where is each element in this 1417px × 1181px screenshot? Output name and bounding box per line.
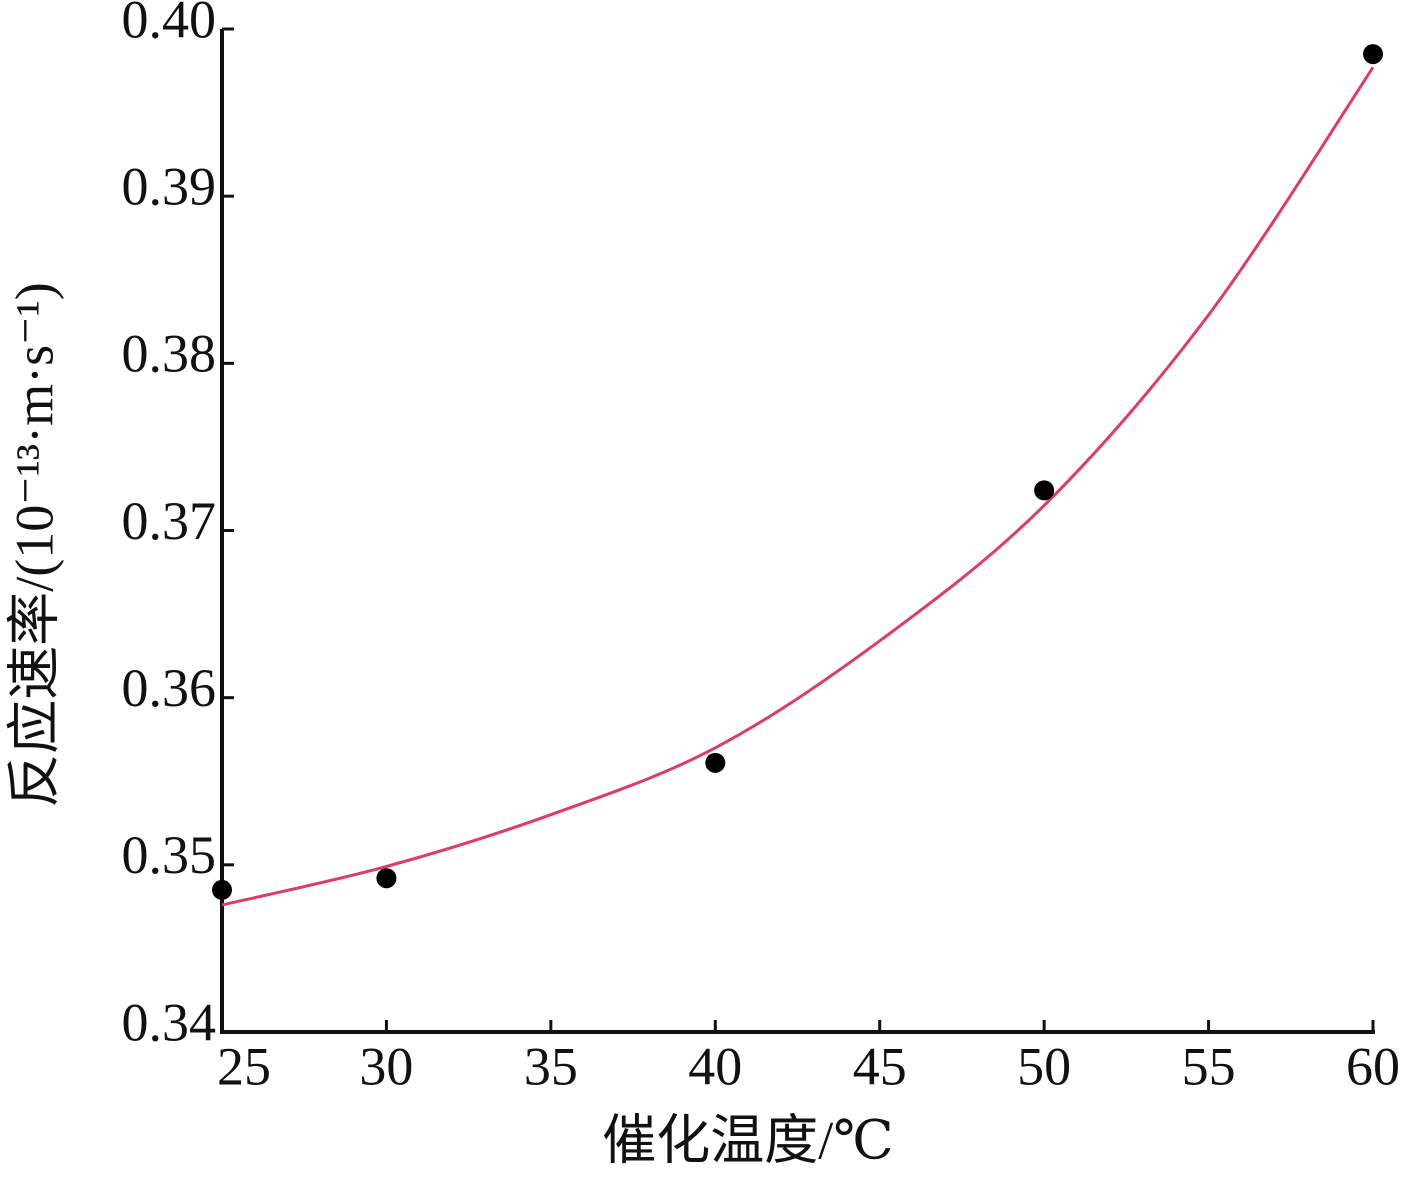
x-tick-label: 60 <box>1346 1036 1400 1096</box>
data-point <box>376 868 397 889</box>
y-axis-label: 反应速率/(10⁻¹³·m·s⁻¹) <box>4 282 64 808</box>
x-tick-label: 35 <box>524 1036 578 1096</box>
y-tick-label: 0.40 <box>122 0 217 49</box>
data-point <box>212 879 232 900</box>
y-tick-label: 0.39 <box>122 157 217 217</box>
x-tick-label: 50 <box>1017 1036 1071 1096</box>
y-tick-label: 0.34 <box>122 992 217 1052</box>
y-tick-label: 0.36 <box>122 658 217 718</box>
fit-curve <box>221 66 1375 907</box>
x-tick-label: 30 <box>359 1036 413 1096</box>
y-tick-label: 0.38 <box>122 324 217 384</box>
x-tick-label: 55 <box>1182 1036 1236 1096</box>
y-tick-label: 0.35 <box>122 825 217 885</box>
x-tick-label: 25 <box>217 1036 271 1096</box>
x-tick-label: 45 <box>853 1036 907 1096</box>
x-axis-label: 催化温度/℃ <box>602 1110 893 1170</box>
y-tick-label: 0.37 <box>122 491 217 551</box>
data-point <box>1363 44 1383 65</box>
x-tick-label: 40 <box>688 1036 742 1096</box>
data-point <box>1034 480 1055 501</box>
data-point <box>705 752 726 773</box>
